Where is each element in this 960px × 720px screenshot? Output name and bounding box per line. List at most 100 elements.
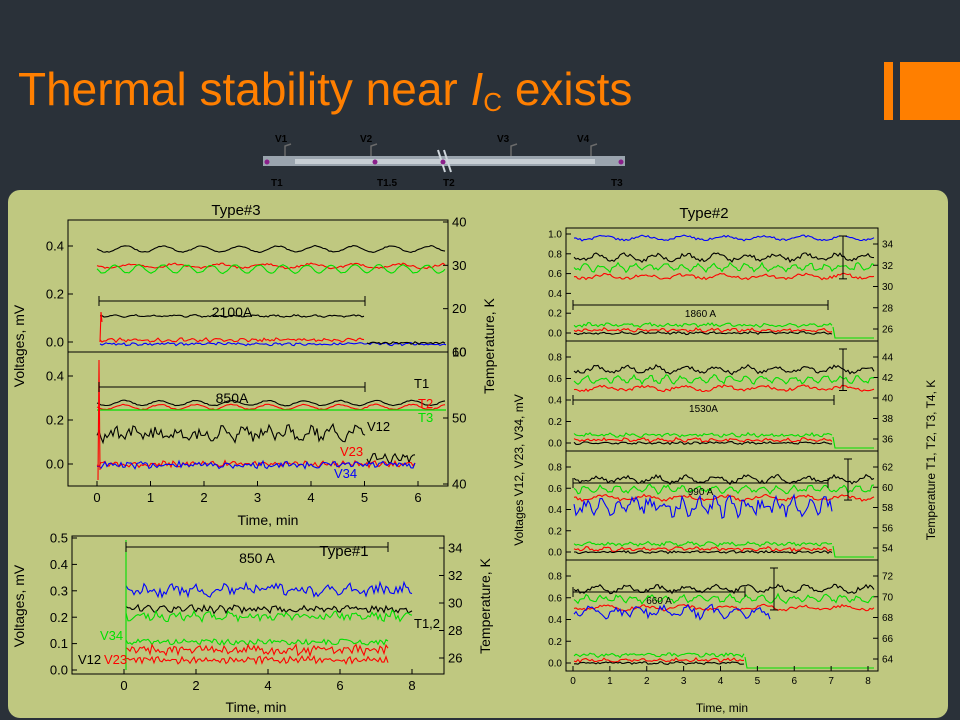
series-type2-quench-1 — [832, 326, 874, 339]
annotation-type1-t12: T1,2 — [414, 616, 440, 631]
series-type3-top-v23 — [99, 337, 365, 344]
series-type2-v-red-4 — [573, 656, 745, 664]
type2-y2-axis-2-label: 42 — [882, 373, 894, 384]
type2-y-axis-1-label: 0.8 — [548, 249, 562, 260]
type1-y-axis-label: 0.0 — [50, 663, 68, 678]
type2-x-axis-label: 6 — [791, 676, 797, 687]
type3-top-y2-axis-label: 40 — [452, 215, 466, 230]
type3-top-plot-area — [67, 219, 449, 353]
thermocouple-dot — [372, 159, 378, 165]
type2-y2-axis-4-label: 66 — [882, 634, 894, 645]
series-type2-v-green-4 — [573, 652, 745, 659]
type2-y2-axis-3-label: 56 — [882, 523, 894, 534]
type2-y-axis-2-label: 0.2 — [548, 417, 562, 428]
type3-x-axis-label: 6 — [414, 490, 421, 505]
series-type3-bot-v34 — [96, 459, 416, 470]
series-type3-top-t3 — [96, 263, 446, 275]
voltage-tap — [370, 143, 378, 156]
type2-y-axis-3-label: 0.8 — [548, 463, 562, 474]
tap-label-t1: T1 — [271, 178, 283, 189]
type2-y-axis-4-label: 0.8 — [548, 572, 562, 583]
series-type3-bot-spike — [97, 359, 101, 481]
type2-y2-axis-1-label: 30 — [882, 282, 894, 293]
series-type2-t1-3 — [573, 473, 875, 486]
type3-y-label: Voltages, mV — [11, 304, 27, 387]
type1-y-label: Voltages, mV — [11, 564, 27, 647]
type2-y-axis-1-label: 0.0 — [548, 329, 562, 340]
series-type2-v34-3 — [573, 493, 833, 519]
series-type3-top-v34 — [99, 341, 447, 347]
series-type2-v-red-2 — [573, 436, 833, 444]
type3-top-y-axis-label: 0.2 — [46, 287, 64, 302]
type2-x-axis-label: 3 — [681, 676, 687, 687]
series-type1-v23 — [125, 643, 389, 658]
type2-y-axis-1-label: 0.2 — [548, 309, 562, 320]
type3-top-y-axis-label: 0.0 — [46, 335, 64, 350]
series-type3-top-v12-after — [366, 341, 446, 346]
annotation-type3-v12: V12 — [367, 419, 390, 434]
type3-x-axis-label: 1 — [147, 490, 154, 505]
type1-x-axis-label: 4 — [264, 678, 271, 693]
current-bar-type2-4-label: 660 A — [646, 596, 672, 607]
series-type3-top-spike — [99, 311, 103, 343]
type2-x-label: Time, min — [696, 701, 748, 715]
type2-x-axis-label: 2 — [644, 676, 650, 687]
type2-y-axis-4-label: 0.4 — [548, 615, 562, 626]
type3-x-axis-label: 0 — [93, 490, 100, 505]
type1-x-axis-label: 6 — [336, 678, 343, 693]
series-type2-t2-3 — [573, 493, 875, 503]
type2-y2-axis-4-label: 64 — [882, 655, 894, 666]
type3-x-axis-label: 5 — [361, 490, 368, 505]
annotation-type3-v23: V23 — [340, 444, 363, 459]
type2-y-axis-4-label: 0.2 — [548, 637, 562, 648]
type2-y2-axis-2-label: 38 — [882, 414, 894, 425]
current-bar-2100a-label: 2100A — [212, 304, 253, 320]
type3-top-y-axis-label: 0.4 — [46, 239, 64, 254]
type3-x-label: Time, min — [238, 512, 299, 528]
tap-label-v3: V3 — [497, 134, 510, 145]
type2-y2-axis-3-label: 60 — [882, 483, 894, 494]
type2-y2-axis-1-label: 32 — [882, 261, 894, 272]
type1-y2-axis-label: 28 — [448, 623, 462, 638]
type2-y-axis-2-label: 0.6 — [548, 374, 562, 385]
accent-bar — [884, 62, 893, 120]
type1-y2-axis-label: 26 — [448, 651, 462, 666]
current-bar-type1-850a-label: 850 A — [239, 550, 275, 566]
series-type2-t3-1 — [573, 261, 875, 274]
series-type2-t1-2 — [573, 363, 875, 376]
type1-y2-axis-label: 34 — [448, 541, 462, 556]
type1-y-axis-label: 0.2 — [50, 610, 68, 625]
series-type2-quench-4 — [744, 656, 874, 669]
annotation-type1-v23: V23 — [104, 652, 127, 667]
accent-block — [900, 62, 960, 120]
series-type2-v-green-2 — [573, 431, 833, 438]
series-type2-v-green-3 — [573, 540, 833, 548]
current-bar-type2-2-label: 1530A — [689, 404, 718, 415]
series-type3-bot-v12 — [96, 422, 366, 445]
type2-y-label: Voltages V12, V23, V34, mV — [512, 394, 526, 545]
series-type2-t3-2 — [573, 373, 875, 386]
current-bar-type2-1-label: 1860 A — [685, 309, 716, 320]
type1-plot-area — [71, 535, 445, 675]
sample-diagram: V1 V2 V3 V4 T1 T1.5 T2 T3 — [263, 134, 625, 189]
type3-bottom-y2-axis-label: 50 — [452, 411, 466, 426]
type3-y2-label: Temperature, K — [481, 297, 497, 393]
thermocouple-dot — [264, 159, 270, 165]
type2-y-axis-1-label: 0.6 — [548, 269, 562, 280]
series-type1-green-band — [125, 638, 389, 646]
type2-y2-axis-4-label: 70 — [882, 592, 894, 603]
series-type2-t2-2 — [573, 384, 875, 393]
tap-label-v2: V2 — [360, 134, 373, 145]
type2-y-axis-3-label: 0.4 — [548, 505, 562, 516]
series-type2-v-black-2 — [573, 441, 833, 446]
type1-y-axis-label: 0.5 — [50, 531, 68, 546]
series-type1-v12 — [125, 603, 413, 615]
type1-x-axis-label: 8 — [408, 678, 415, 693]
type2-x-axis-label: 1 — [607, 676, 613, 687]
type2-x-axis-label: 7 — [828, 676, 834, 687]
type2-y2-axis-3-label: 58 — [882, 503, 894, 514]
series-type2-t2-1 — [573, 272, 875, 281]
chart-title-type2: Type#2 — [679, 205, 728, 222]
series-type2-v-black-3 — [574, 550, 833, 555]
series-type3-bot-t1 — [96, 399, 446, 407]
